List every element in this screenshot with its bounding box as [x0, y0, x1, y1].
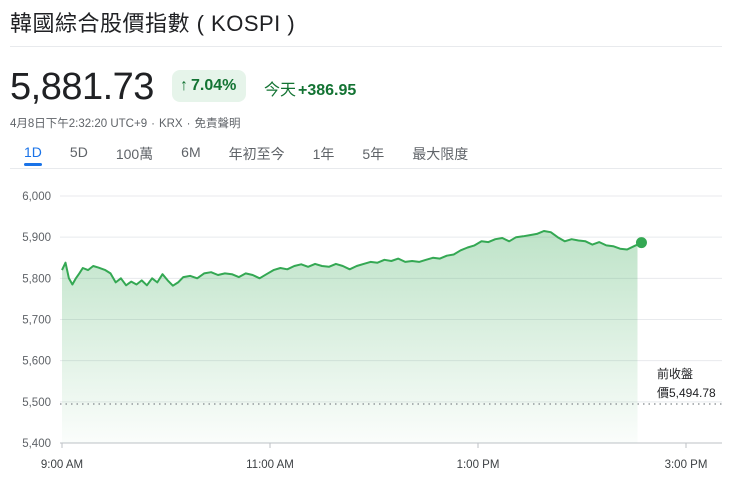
- range-tabs: 1D 5D 100萬 6M 年初至今 1年 5年 最大限度: [10, 142, 482, 166]
- current-price: 5,881.73: [10, 66, 154, 108]
- tab-5[interactable]: 1年: [312, 146, 335, 162]
- x-tick-label: 3:00 PM: [665, 459, 708, 471]
- tabs-divider: [10, 168, 722, 169]
- y-tick-label: 5,800: [22, 273, 51, 285]
- page-title: 韓國綜合股價指數 ( KOSPI ): [10, 11, 296, 36]
- x-tick-label: 11:00 AM: [246, 459, 294, 471]
- title-divider: [10, 46, 722, 47]
- daily-change: 今天 +386.95: [264, 76, 356, 100]
- quote-meta: 4月8日下午2:32:20 UTC+9 · KRX · 免責聲明: [10, 115, 240, 131]
- exchange: KRX: [158, 118, 183, 130]
- previous-close-label: 前收盤: [657, 366, 693, 381]
- meta-separator: ·: [151, 118, 155, 130]
- tab-4[interactable]: 年初至今: [228, 146, 285, 162]
- tab-0[interactable]: 1D: [10, 142, 56, 166]
- disclaimer-link[interactable]: 免責聲明: [194, 118, 241, 130]
- y-tick-label: 6,000: [22, 191, 51, 203]
- percent-change-badge: ↑ 7.04%: [172, 70, 247, 102]
- tab-7[interactable]: 最大限度: [412, 146, 469, 162]
- price-line: [61, 230, 638, 287]
- tab-1[interactable]: 5D: [69, 144, 88, 160]
- meta-separator: ·: [186, 118, 191, 130]
- daily-change-value: +386.95: [298, 82, 357, 99]
- last-price-dot: [635, 237, 647, 249]
- tab-2[interactable]: 100萬: [115, 146, 154, 162]
- price-area-fill: [62, 231, 638, 443]
- y-tick-label: 5,900: [22, 232, 51, 244]
- y-tick-label: 5,500: [22, 397, 51, 409]
- timestamp: 4月8日下午2:32:20 UTC+9: [10, 118, 148, 130]
- tab-3[interactable]: 6M: [181, 144, 201, 160]
- y-tick-label: 5,400: [22, 438, 51, 450]
- percent-change-value: 7.04%: [191, 77, 237, 94]
- previous-close-value: 價5,494.78: [657, 386, 716, 400]
- x-tick-label: 1:00 PM: [457, 459, 500, 471]
- y-tick-label: 5,700: [22, 315, 51, 327]
- arrow-up-icon: ↑: [180, 77, 188, 94]
- tab-6[interactable]: 5年: [362, 146, 385, 162]
- x-tick-label: 9:00 AM: [41, 459, 83, 471]
- daily-change-label: 今天: [264, 82, 297, 99]
- y-tick-label: 5,600: [22, 356, 51, 368]
